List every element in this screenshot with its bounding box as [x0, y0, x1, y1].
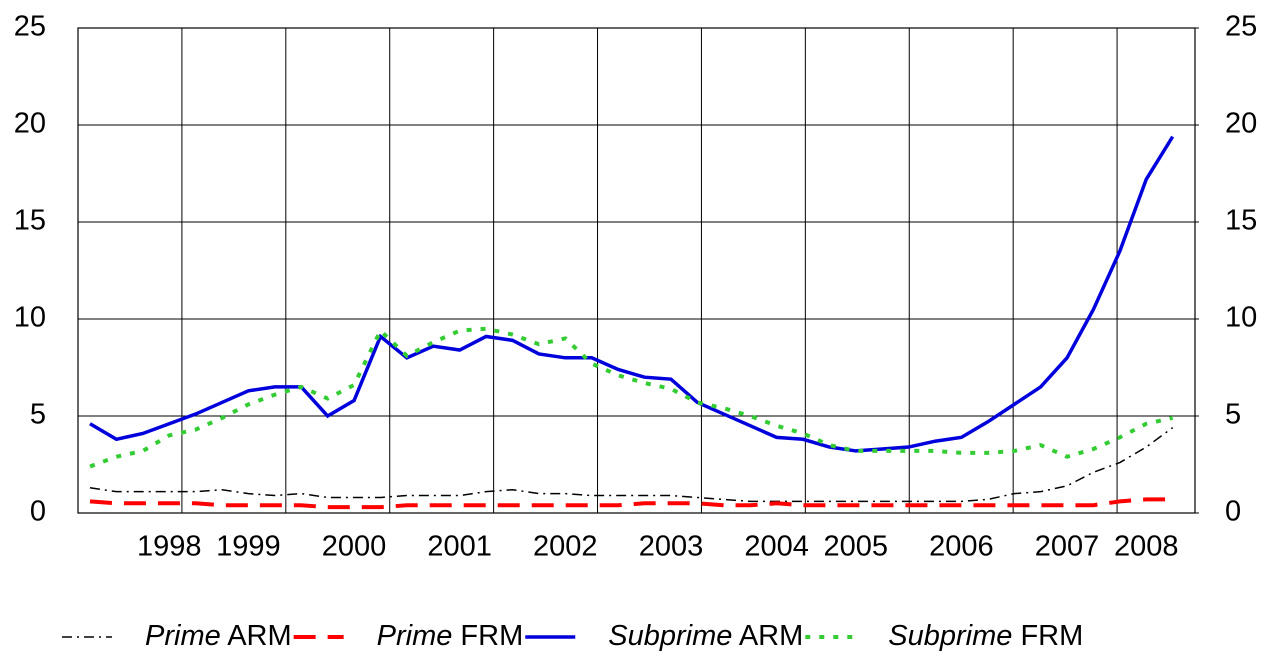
x-tick-label: 2005	[824, 531, 889, 563]
x-tick-label: 2006	[929, 531, 994, 563]
legend-label: Prime ARM	[145, 620, 292, 652]
legend-label: Subprime ARM	[608, 620, 803, 652]
series-line	[89, 497, 1173, 510]
y2-tick-label: 25	[1225, 11, 1257, 43]
plot-frame	[77, 27, 1196, 514]
y2-tick-label: 5	[1225, 399, 1241, 431]
y2-tick-label: 0	[1225, 496, 1241, 528]
series-line	[89, 326, 1174, 469]
y-tick-label: 0	[30, 496, 46, 528]
y-tick-label: 5	[30, 399, 46, 431]
x-tick-label: 2007	[1035, 531, 1100, 563]
series-line	[89, 135, 1175, 453]
y-tick-label: 20	[14, 108, 46, 140]
y2-tick-label: 20	[1225, 108, 1257, 140]
y-tick-label: 25	[14, 11, 46, 43]
x-tick-label: 2008	[1114, 531, 1179, 563]
x-tick-label: 1998	[137, 531, 202, 563]
x-tick-label: 1999	[216, 531, 281, 563]
y2-tick-label: 15	[1225, 205, 1257, 237]
x-tick-label: 2003	[639, 531, 704, 563]
x-tick-label: 2004	[744, 531, 809, 563]
y-tick-label: 15	[14, 205, 46, 237]
x-tick-label: 2000	[322, 531, 387, 563]
y-tick-label: 10	[14, 302, 46, 334]
x-tick-label: 2002	[533, 531, 598, 563]
legend-label: Subprime FRM	[888, 620, 1083, 652]
y2-tick-label: 10	[1225, 302, 1257, 334]
legend-label: Prime FRM	[377, 620, 524, 652]
x-tick-label: 2001	[427, 531, 492, 563]
series-line	[89, 427, 1174, 503]
